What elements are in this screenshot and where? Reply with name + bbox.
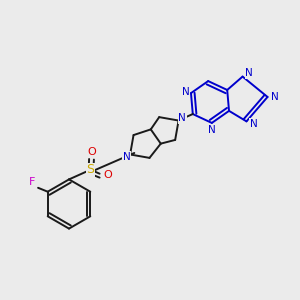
Text: N: N	[245, 68, 253, 78]
Text: N: N	[208, 124, 216, 134]
Text: F: F	[29, 177, 35, 187]
Text: N: N	[182, 87, 189, 97]
Text: N: N	[123, 152, 130, 162]
Text: N: N	[178, 113, 186, 123]
Text: O: O	[103, 170, 112, 180]
Text: S: S	[87, 163, 94, 176]
Text: N: N	[250, 119, 258, 129]
Text: N: N	[271, 92, 279, 102]
Text: O: O	[88, 147, 97, 157]
